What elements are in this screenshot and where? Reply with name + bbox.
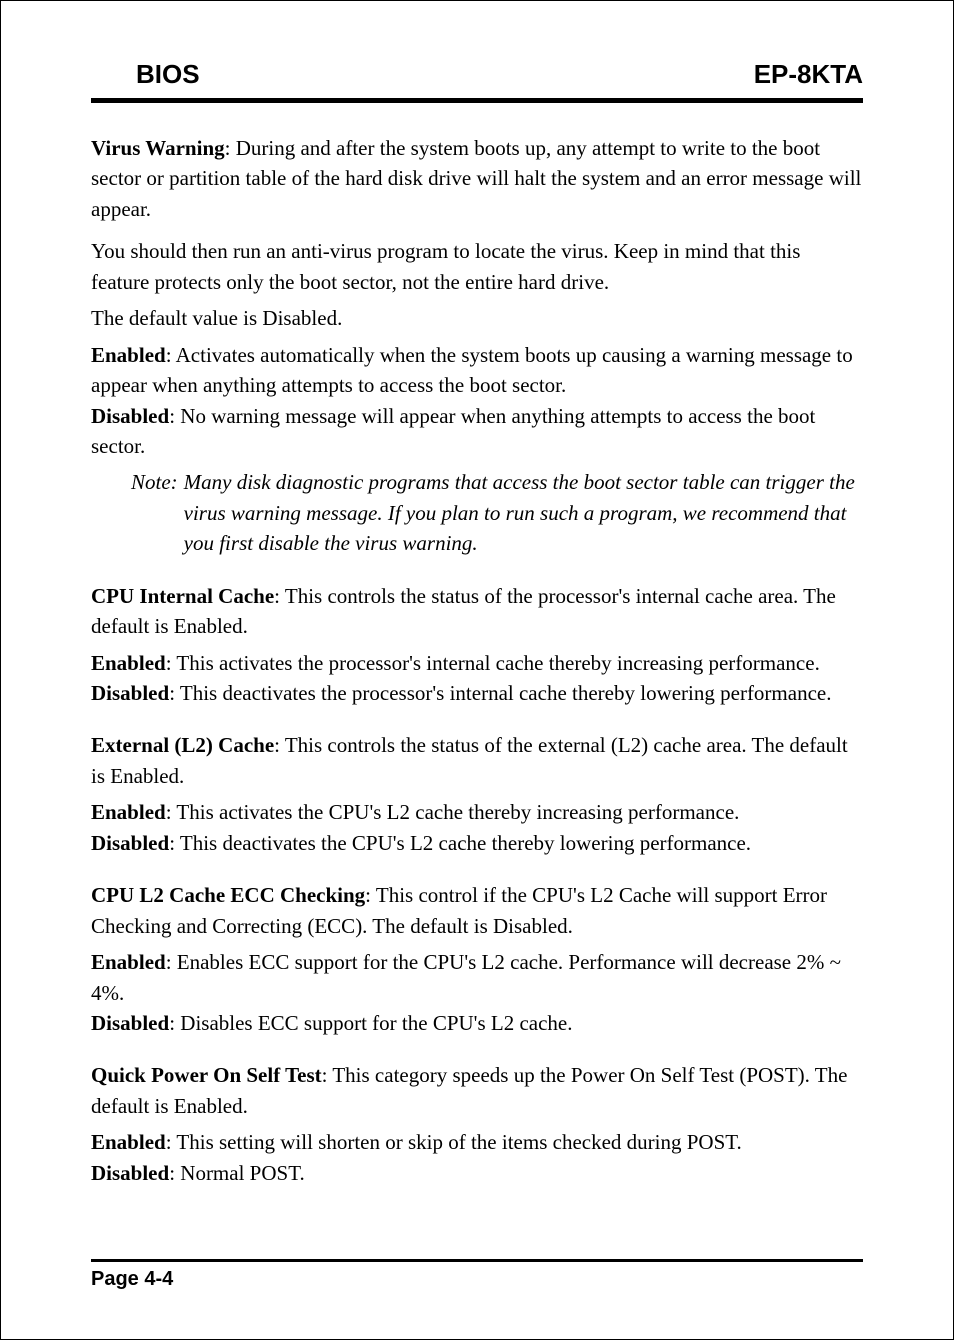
ecc-disabled-row: Disabled: Disables ECC support for the C…: [91, 1008, 863, 1038]
virus-warning-enabled-text: : Activates automatically when the syste…: [91, 343, 853, 397]
enabled-label: Enabled: [91, 1130, 166, 1154]
cpu-cache-disabled-text: : This deactivates the processor's inter…: [169, 681, 831, 705]
footer-divider: [91, 1259, 863, 1262]
header-divider: [91, 98, 863, 103]
l2-cache-disabled-text: : This deactivates the CPU's L2 cache th…: [169, 831, 751, 855]
post-title: Quick Power On Self Test: [91, 1063, 322, 1087]
note-text: Many disk diagnostic programs that acces…: [184, 467, 863, 558]
l2-cache-intro: External (L2) Cache: This controls the s…: [91, 730, 863, 791]
disabled-label: Disabled: [91, 681, 169, 705]
l2-cache-disabled-row: Disabled: This deactivates the CPU's L2 …: [91, 828, 863, 858]
cpu-cache-enabled-row: Enabled: This activates the processor's …: [91, 648, 863, 678]
ecc-disabled-text: : Disables ECC support for the CPU's L2 …: [169, 1011, 572, 1035]
enabled-label: Enabled: [91, 343, 166, 367]
cpu-cache-title: CPU Internal Cache: [91, 584, 274, 608]
cpu-cache-disabled-row: Disabled: This deactivates the processor…: [91, 678, 863, 708]
virus-warning-disabled-row: Disabled: No warning message will appear…: [91, 401, 863, 462]
ecc-enabled-row: Enabled: Enables ECC support for the CPU…: [91, 947, 863, 1008]
footer-area: Page 4-4: [91, 1249, 863, 1291]
body-content: Virus Warning: During and after the syst…: [91, 133, 863, 1188]
page-container: BIOS EP-8KTA Virus Warning: During and a…: [0, 0, 954, 1340]
page-number: Page 4-4: [91, 1268, 863, 1291]
cpu-cache-enabled-text: : This activates the processor's interna…: [166, 651, 820, 675]
post-intro: Quick Power On Self Test: This category …: [91, 1060, 863, 1121]
enabled-label: Enabled: [91, 950, 166, 974]
ecc-intro: CPU L2 Cache ECC Checking: This control …: [91, 880, 863, 941]
header-left: BIOS: [91, 59, 200, 90]
virus-warning-intro: Virus Warning: During and after the syst…: [91, 133, 863, 224]
l2-cache-title: External (L2) Cache: [91, 733, 274, 757]
post-disabled-row: Disabled: Normal POST.: [91, 1158, 863, 1188]
virus-warning-disabled-text: : No warning message will appear when an…: [91, 404, 815, 458]
virus-warning-enabled-row: Enabled: Activates automatically when th…: [91, 340, 863, 401]
enabled-label: Enabled: [91, 800, 166, 824]
header-right: EP-8KTA: [754, 59, 863, 90]
l2-cache-enabled-row: Enabled: This activates the CPU's L2 cac…: [91, 797, 863, 827]
ecc-enabled-text: : Enables ECC support for the CPU's L2 c…: [91, 950, 841, 1004]
note-label: Note:: [131, 467, 184, 558]
post-enabled-text: : This setting will shorten or skip of t…: [166, 1130, 742, 1154]
page-header: BIOS EP-8KTA: [91, 59, 863, 98]
cpu-cache-intro: CPU Internal Cache: This controls the st…: [91, 581, 863, 642]
disabled-label: Disabled: [91, 404, 169, 428]
disabled-label: Disabled: [91, 1011, 169, 1035]
virus-warning-para2b: The default value is Disabled.: [91, 303, 863, 333]
post-disabled-text: : Normal POST.: [169, 1161, 305, 1185]
enabled-label: Enabled: [91, 651, 166, 675]
virus-warning-title: Virus Warning: [91, 136, 225, 160]
post-enabled-row: Enabled: This setting will shorten or sk…: [91, 1127, 863, 1157]
virus-warning-para2a: You should then run an anti-virus progra…: [91, 236, 863, 297]
disabled-label: Disabled: [91, 1161, 169, 1185]
l2-cache-enabled-text: : This activates the CPU's L2 cache ther…: [166, 800, 740, 824]
virus-warning-note: Note: Many disk diagnostic programs that…: [91, 467, 863, 558]
disabled-label: Disabled: [91, 831, 169, 855]
ecc-title: CPU L2 Cache ECC Checking: [91, 883, 365, 907]
